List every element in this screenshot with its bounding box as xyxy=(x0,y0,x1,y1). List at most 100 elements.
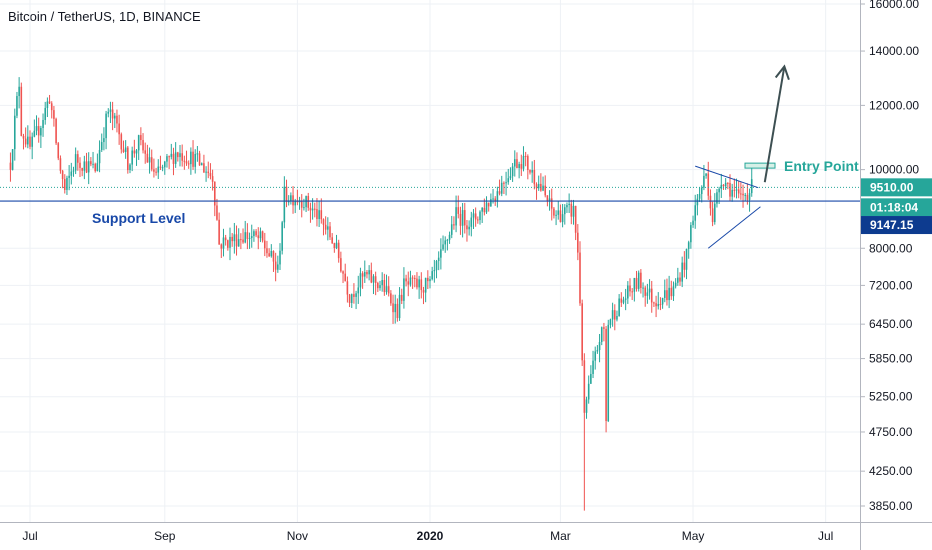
candle-body xyxy=(583,360,586,413)
candle-body xyxy=(296,201,299,203)
candle-body xyxy=(146,153,149,163)
candle-body xyxy=(618,298,620,316)
candle-body xyxy=(427,277,429,282)
candles xyxy=(9,77,753,511)
candle-body xyxy=(359,273,362,288)
candle-body xyxy=(24,138,27,145)
candle-body xyxy=(113,115,116,119)
candle-body xyxy=(203,163,205,173)
candle-body xyxy=(720,184,723,189)
candle-body xyxy=(533,170,536,185)
candle-body xyxy=(216,205,218,220)
candle-body xyxy=(405,278,407,282)
candle-body xyxy=(279,250,281,265)
candle-body xyxy=(61,170,64,180)
candle-body xyxy=(529,169,531,173)
candle-body xyxy=(744,194,747,196)
candle-body xyxy=(740,193,742,195)
candle-body xyxy=(705,173,707,176)
candle-body xyxy=(268,253,270,257)
candle-body xyxy=(494,198,497,202)
candle-body xyxy=(263,240,266,249)
candle-body xyxy=(313,208,316,210)
candle-body xyxy=(98,149,101,164)
time-tick-label: Sep xyxy=(154,529,176,543)
overlays: Support Level Entry Point xyxy=(0,64,860,249)
candle-body xyxy=(687,242,690,249)
candle-body xyxy=(157,166,160,173)
candle-body xyxy=(633,277,636,292)
candle-body xyxy=(222,237,225,249)
candle-body xyxy=(748,193,751,200)
candle-body xyxy=(505,182,507,184)
candle-body xyxy=(250,236,253,239)
candle-body xyxy=(70,171,73,176)
candle-body xyxy=(511,166,514,177)
price-tick-label: 4250.00 xyxy=(869,464,913,478)
candle-body xyxy=(285,186,288,202)
candle-body xyxy=(337,242,340,259)
candle-body xyxy=(733,189,736,191)
candle-body xyxy=(40,128,42,136)
candle-body xyxy=(429,279,431,282)
candle-body xyxy=(566,205,568,208)
candle-body xyxy=(481,207,483,212)
time-axis[interactable]: Jul Sep Nov 2020 Mar May Jul xyxy=(0,522,932,544)
candle-body xyxy=(94,163,97,172)
candle-body xyxy=(33,130,36,137)
candle-body xyxy=(446,239,449,241)
candle-body xyxy=(711,208,714,223)
price-tick-label: 5250.00 xyxy=(869,390,913,404)
candle-body xyxy=(355,293,357,297)
candle-body xyxy=(235,234,238,247)
price-axis[interactable]: 16000.00 14000.00 12000.00 10000.00 8000.00 7… xyxy=(860,0,932,550)
candle-body xyxy=(200,163,203,166)
time-tick-label: May xyxy=(682,529,705,543)
candle-body xyxy=(572,205,575,217)
candle-body xyxy=(670,287,673,297)
candle-body xyxy=(237,239,240,247)
candle-body xyxy=(53,110,55,119)
candle-body xyxy=(379,285,381,289)
candle-body xyxy=(611,310,614,320)
candle-body xyxy=(344,273,347,282)
candle-body xyxy=(635,277,638,289)
candle-body xyxy=(527,156,529,170)
candle-body xyxy=(218,219,220,245)
candle-body xyxy=(555,214,557,216)
entry-marker xyxy=(744,162,776,169)
candle-body xyxy=(181,153,183,161)
candle-body xyxy=(205,171,207,173)
candle-body xyxy=(700,187,703,195)
candle-body xyxy=(609,319,612,325)
candle-body xyxy=(390,293,392,304)
candle-body xyxy=(650,288,653,303)
candle-body xyxy=(9,162,12,170)
candle-body xyxy=(513,159,516,167)
candle-body xyxy=(594,351,597,361)
candle-body xyxy=(242,239,244,243)
candle-body xyxy=(185,161,188,164)
candle-body xyxy=(331,237,333,244)
candle-body xyxy=(277,264,279,270)
candle-body xyxy=(320,210,323,220)
candle-body xyxy=(563,207,566,215)
candle-body xyxy=(722,184,725,187)
candle-body xyxy=(398,294,401,319)
candle-body xyxy=(716,192,718,204)
candle-body xyxy=(20,86,23,136)
candle-body xyxy=(144,150,147,154)
candle-body xyxy=(548,198,551,201)
candle-body xyxy=(96,163,99,172)
grid xyxy=(0,0,860,522)
candle-body xyxy=(318,210,320,219)
chart-title: Bitcoin / TetherUS, 1D, BINANCE xyxy=(8,9,201,24)
candle-body xyxy=(361,273,364,277)
candle-body xyxy=(570,203,573,217)
candle-body xyxy=(368,270,370,275)
candle-body xyxy=(507,178,510,183)
candle-body xyxy=(183,160,186,162)
candle-body xyxy=(672,286,675,297)
candle-body xyxy=(542,185,544,191)
